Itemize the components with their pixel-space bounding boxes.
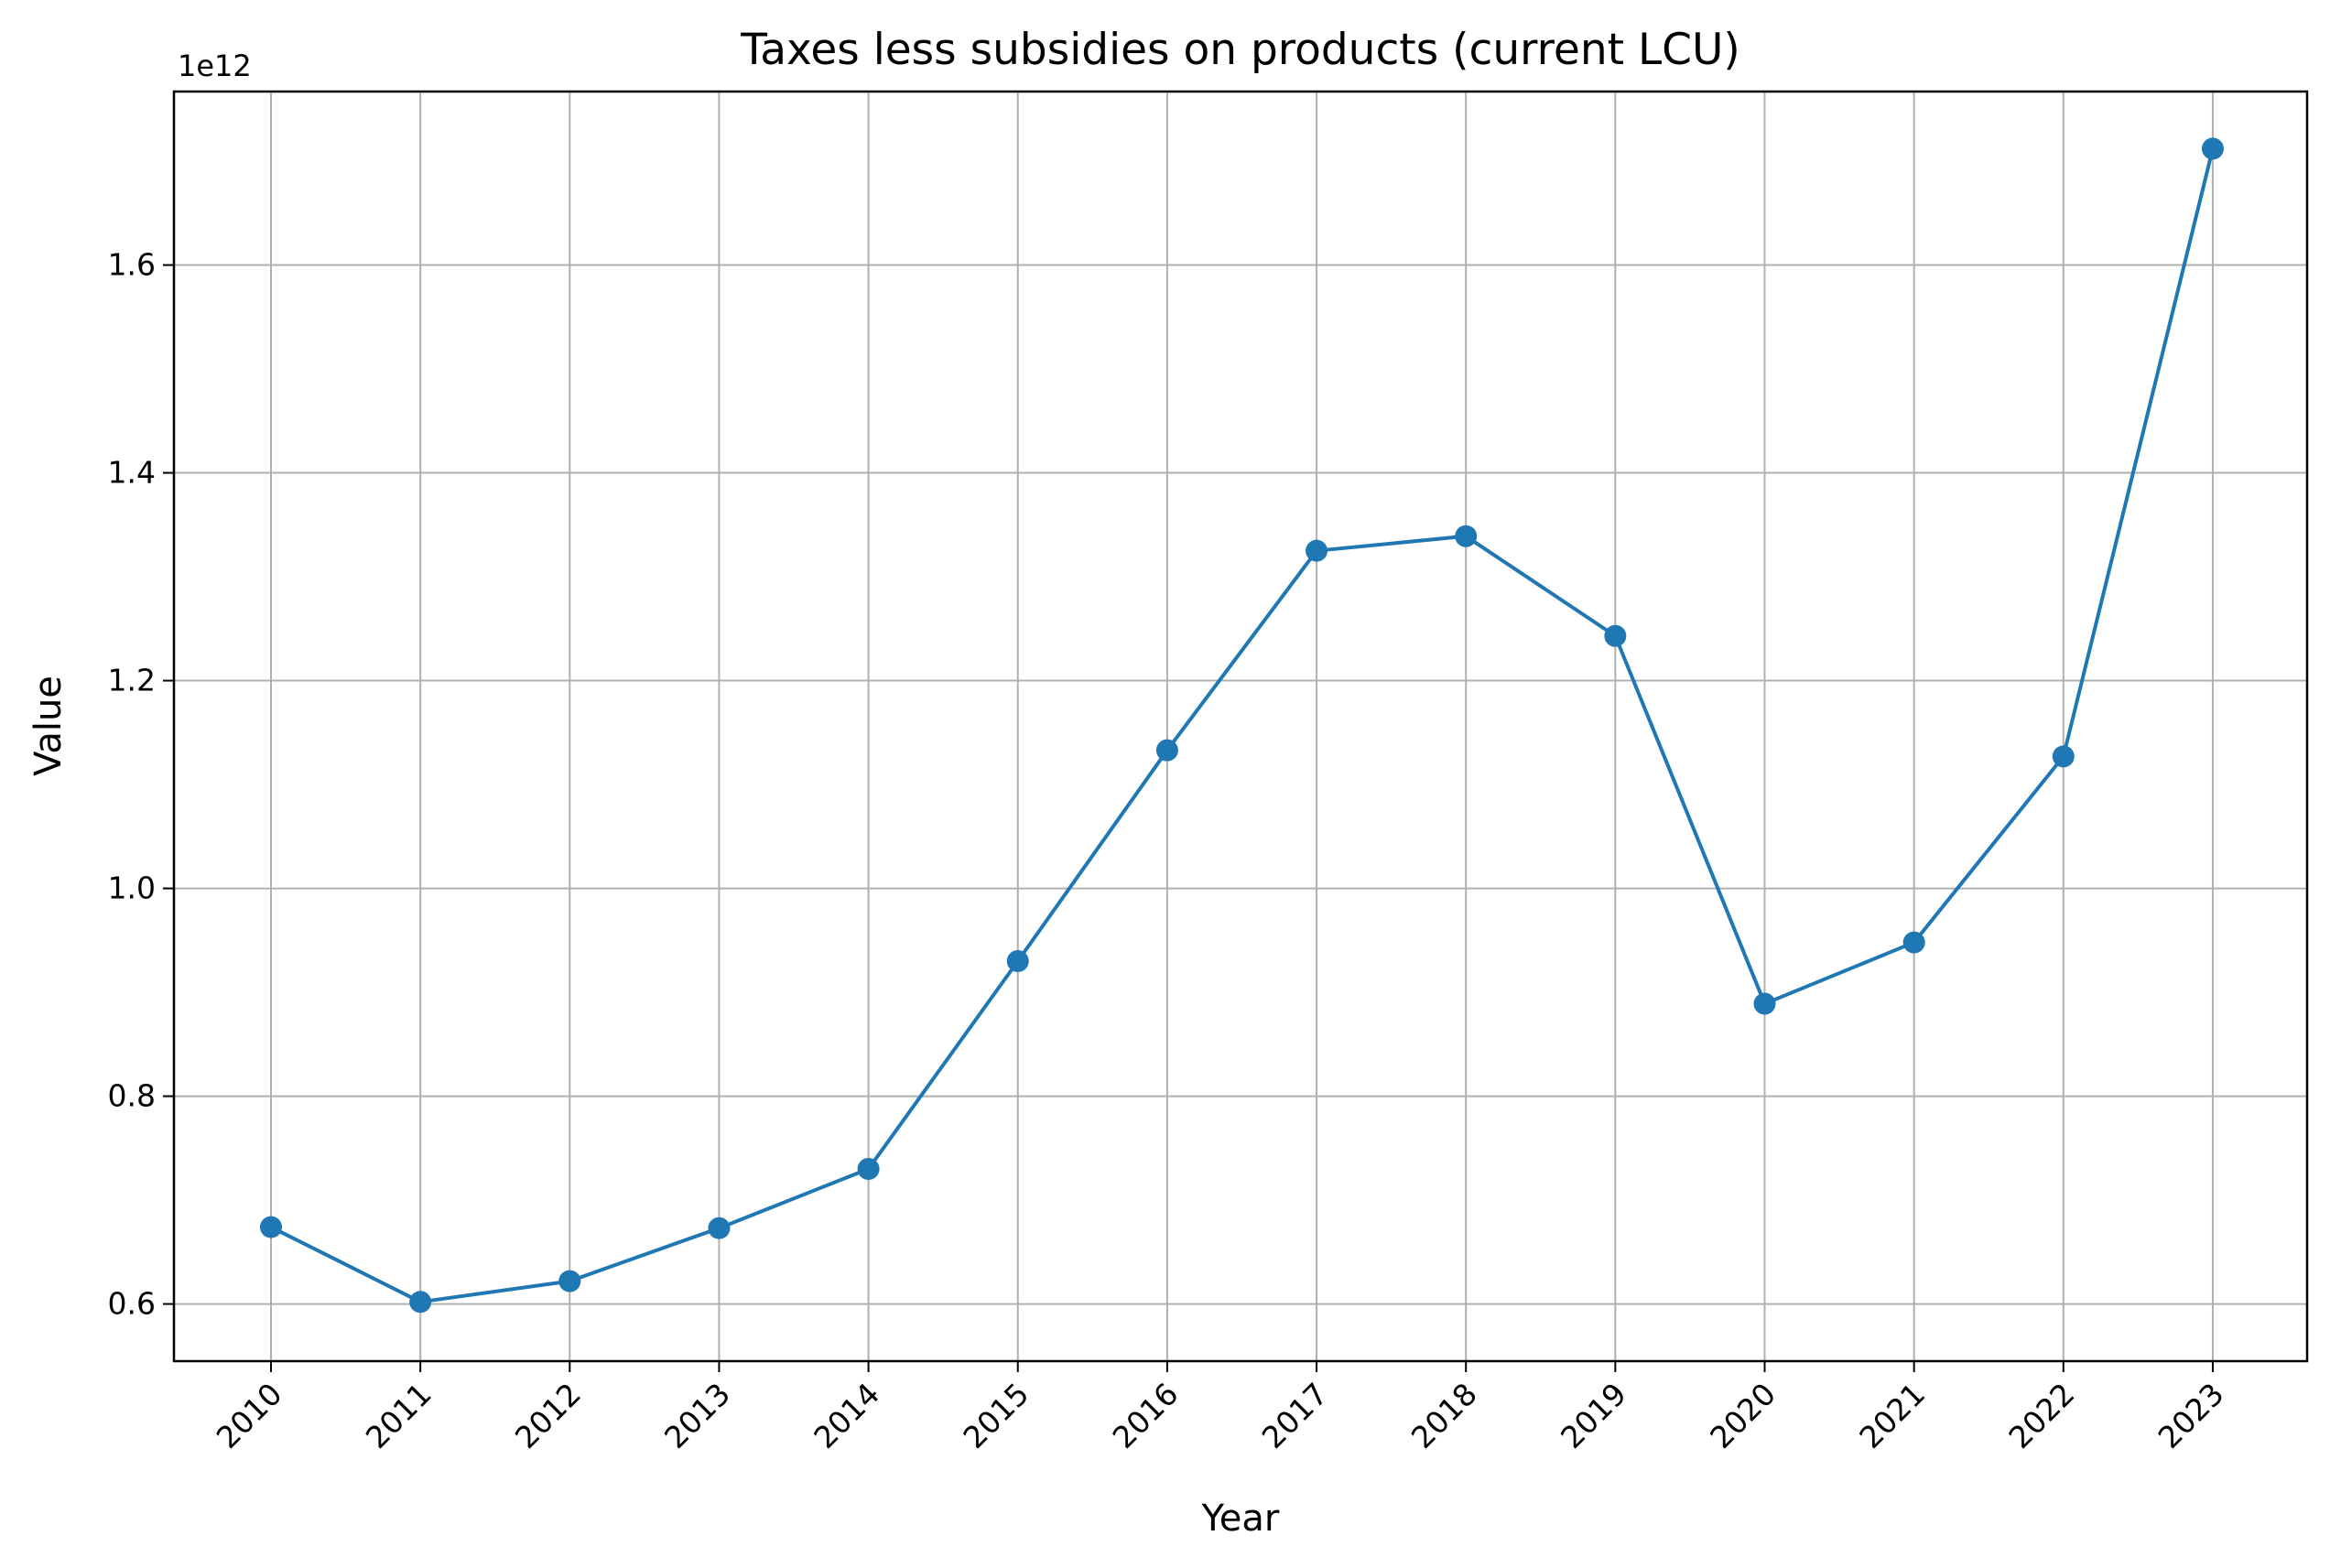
grid-lines	[174, 92, 2307, 1361]
data-point	[409, 1291, 432, 1314]
data-point	[857, 1158, 880, 1181]
y-axis-label: Value	[27, 676, 70, 776]
data-series	[260, 137, 2224, 1314]
y-tick-label: 1.6	[108, 247, 156, 283]
data-point	[260, 1216, 282, 1238]
data-point	[2201, 137, 2224, 160]
data-point	[1155, 739, 1178, 762]
y-tick-label: 0.6	[108, 1286, 156, 1322]
data-point	[1006, 950, 1029, 973]
data-point	[1306, 539, 1328, 562]
plot-frame	[172, 90, 2309, 1363]
y-tick-label: 1.2	[108, 663, 156, 698]
y-tick-label: 1.0	[108, 871, 156, 906]
data-point	[1902, 931, 1925, 954]
data-point	[558, 1270, 581, 1292]
y-tick-label: 1.4	[108, 455, 156, 491]
y-tick-label: 0.8	[108, 1078, 156, 1114]
data-point	[1604, 624, 1627, 647]
x-axis-label: Year	[1201, 1498, 1280, 1540]
data-point	[1455, 524, 1478, 547]
data-point	[708, 1217, 731, 1239]
series-line	[270, 147, 2215, 1304]
data-point	[1753, 992, 1776, 1015]
y-scale-label: 1e12	[178, 49, 252, 83]
chart-title: Taxes less subsidies on products (curren…	[740, 25, 1739, 75]
data-point	[2052, 745, 2075, 768]
